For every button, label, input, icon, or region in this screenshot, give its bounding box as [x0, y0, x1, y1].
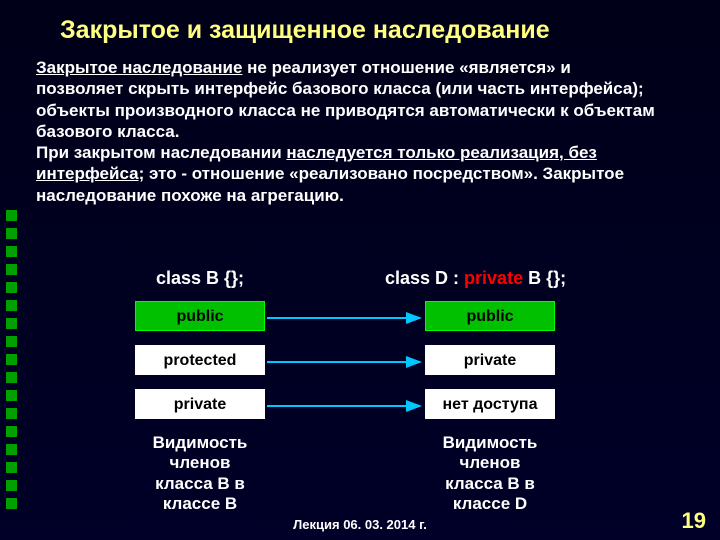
- inheritance-diagram: class B {}; public protected private Вид…: [0, 268, 720, 528]
- box-public-right: public: [425, 301, 555, 331]
- left-caption: Видимость членов класса B в классе B: [135, 433, 265, 515]
- box-private-right: private: [425, 345, 555, 375]
- right-caption: Видимость членов класса B в классе D: [425, 433, 555, 515]
- box-protected-left: protected: [135, 345, 265, 375]
- box-noaccess-right: нет доступа: [425, 389, 555, 419]
- page-number: 19: [682, 508, 706, 534]
- left-column: class B {}; public protected private Вид…: [135, 268, 265, 515]
- body-paragraph: Закрытое наследование не реализует отнош…: [0, 45, 720, 206]
- para-underline-1: Закрытое наследование: [36, 58, 242, 77]
- para-text-2: позволяет скрыть интерфейс базового клас…: [36, 79, 655, 141]
- arrows-svg: [265, 306, 425, 446]
- para-text-3a: При закрытом наследовании: [36, 143, 286, 162]
- para-text-1: не реализует отношение «является» и: [242, 58, 570, 77]
- footer-date: Лекция 06. 03. 2014 г.: [0, 517, 720, 532]
- class-d-label: class D : private B {};: [385, 268, 555, 289]
- box-public-left: public: [135, 301, 265, 331]
- slide-title: Закрытое и защищенное наследование: [0, 0, 720, 45]
- class-b-label: class B {};: [135, 268, 265, 289]
- right-column: class D : private B {}; public private н…: [425, 268, 555, 515]
- box-private-left: private: [135, 389, 265, 419]
